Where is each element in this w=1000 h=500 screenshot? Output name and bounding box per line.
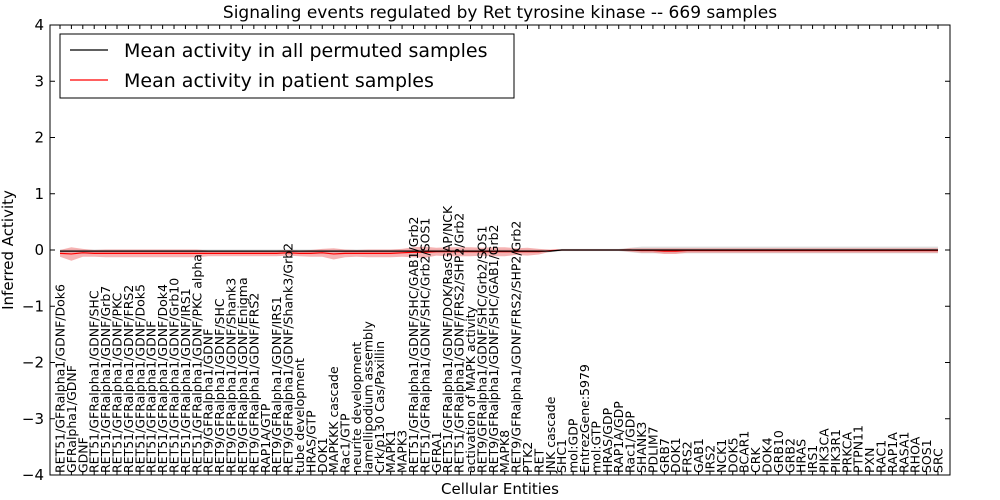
x-tick-label: RET51/GFRalpha1/GDNF/SHC/GAB1/Grb2 bbox=[406, 217, 421, 473]
x-tick-label: RET51/GFRalpha1/GDNF/IRS1 bbox=[178, 288, 193, 473]
x-tick-label: HRAS/GDP bbox=[600, 407, 615, 473]
y-tick-label: −2 bbox=[22, 354, 44, 372]
x-tick-label: mol:GTP bbox=[588, 421, 603, 473]
plot-area bbox=[59, 246, 938, 261]
x-tick-label: SRC bbox=[931, 448, 946, 473]
x-tick-label: BCAR1 bbox=[737, 431, 752, 473]
x-tick-label: DOK1 bbox=[315, 437, 330, 473]
y-tick-label: 2 bbox=[34, 129, 44, 147]
x-tick-label: MAPKKK cascade bbox=[326, 366, 341, 473]
legend-label-patient: Mean activity in patient samples bbox=[124, 70, 434, 92]
x-tick-label: RET9/GFRalpha1/GDNF/SHC bbox=[212, 298, 227, 473]
x-tick-label: RET9/GFRalpha1/GDNF/SHC/Grb2/SOS1 bbox=[474, 226, 489, 473]
x-tick-label: IRS1 bbox=[805, 445, 820, 473]
legend: Mean activity in all permuted samples Me… bbox=[59, 33, 515, 99]
x-tick-label: DOK1 bbox=[668, 437, 683, 473]
x-tick-label: GAB1 bbox=[691, 438, 706, 473]
x-tick-label: RHOA bbox=[908, 436, 923, 473]
x-tick-label: RAP1A/GTP bbox=[258, 403, 273, 473]
x-tick-label: Rac1/GTP bbox=[338, 413, 353, 473]
x-tick-label: lamellipodium assembly bbox=[360, 321, 375, 473]
x-tick-label: RET51/GFRalpha1/GDNF/PKC alpha bbox=[189, 254, 204, 473]
x-tick-label: DOK5 bbox=[725, 437, 740, 473]
x-tick-label: RET9/GFRalpha1/GDNF/IRS1 bbox=[269, 296, 284, 473]
x-tick-label: RET9/GFRalpha1/GDNF/Enigma bbox=[235, 277, 250, 473]
x-tick-label: GRB7 bbox=[657, 438, 672, 473]
x-tick-label: RET51/GFRalpha1/GDNF/Dok5 bbox=[132, 284, 147, 473]
x-tick-label: RET9/GFRalpha1/GDNF/SHC/GAB1/Grb2 bbox=[486, 224, 501, 473]
x-tick-labels: RET51/GFRalpha1/GDNF/Dok6GFRalpha1/GDNFG… bbox=[53, 25, 946, 475]
x-tick-label: NCK1 bbox=[714, 439, 729, 473]
x-tick-label: RET9/GFRalpha1/GDNF/FRS2/SHP2/Grb2 bbox=[509, 221, 524, 473]
y-tick-label: 4 bbox=[34, 16, 44, 34]
x-tick-label: GRB10 bbox=[771, 430, 786, 473]
x-tick-label: SHC1 bbox=[554, 439, 569, 473]
x-tick-label: Crk/p130 Cas/Paxillin bbox=[372, 341, 387, 473]
x-tick-label: MAPK1 bbox=[383, 430, 398, 473]
x-tick-label: GRB2 bbox=[782, 438, 797, 473]
x-tick-label: RET bbox=[531, 448, 546, 473]
x-tick-label: neurite development bbox=[349, 342, 364, 473]
y-axis: −4 −3 −2 −1 0 1 2 3 4 bbox=[22, 16, 950, 484]
x-tick-label: activation of MAPK activity bbox=[463, 305, 478, 473]
x-tick-label: RAP1A bbox=[885, 432, 900, 473]
x-tick-label: HRAS/GTP bbox=[303, 410, 318, 473]
x-tick-label: PTPN11 bbox=[851, 425, 866, 473]
x-tick-label: mol:GDP bbox=[566, 418, 581, 473]
y-tick-label: −4 bbox=[22, 466, 44, 484]
x-tick-label: MAPK3 bbox=[395, 430, 410, 473]
legend-box bbox=[59, 33, 515, 99]
x-tick-label: FRS2 bbox=[680, 441, 695, 473]
x-tick-label: DOK4 bbox=[759, 437, 774, 473]
x-tick-label: PTK2 bbox=[520, 442, 535, 473]
x-tick-label: RET9/GFRalpha1/GDNF/Shank3/Grb2 bbox=[281, 243, 296, 473]
x-tick-label: HRAS bbox=[794, 439, 809, 473]
x-tick-label: RET51/GFRalpha1/GDNF bbox=[144, 321, 159, 473]
y-tick-label: −3 bbox=[22, 410, 44, 428]
x-tick-label: EntrezGene:5979 bbox=[577, 364, 592, 473]
x-tick-label: GFRalpha1/GDNF bbox=[64, 365, 79, 473]
chart-title: Signaling events regulated by Ret tyrosi… bbox=[223, 3, 777, 23]
x-tick-label: RASA1 bbox=[896, 432, 911, 473]
x-tick-label: SHANK3 bbox=[634, 422, 649, 473]
x-tick-label: MAPK8 bbox=[497, 430, 512, 473]
x-tick-label: RET51/GFRalpha1/GDNF/PKC bbox=[110, 292, 125, 473]
x-tick-label: PDLIM7 bbox=[645, 426, 660, 473]
series-line-permuted bbox=[60, 249, 938, 252]
x-tick-label: RET9/GFRalpha1/GDNF bbox=[201, 329, 216, 473]
x-tick-label: RET51/GFRalpha1/GDNF/Dok4 bbox=[155, 284, 170, 473]
x-tick-label: RET51/GFRalpha1/GDNF/SHC bbox=[87, 290, 102, 473]
x-tick-label: Rac1/GDP bbox=[623, 411, 638, 473]
x-tick-label: GDNF bbox=[75, 437, 90, 473]
x-tick-label: RET9/GFRalpha1/GDNF/Shank3 bbox=[224, 278, 239, 473]
x-tick-label: RET51/GFRalpha1/GDNF/Dok6 bbox=[53, 284, 68, 473]
x-tick-label: PIK3CA bbox=[816, 428, 831, 473]
legend-label-permuted: Mean activity in all permuted samples bbox=[124, 40, 487, 62]
x-tick-label: SOS1 bbox=[919, 439, 934, 473]
y-axis-label: Inferred Activity bbox=[0, 190, 17, 310]
y-tick-label: −1 bbox=[22, 297, 44, 315]
x-tick-label: RET51/GFRalpha1/GDNF/FRS2 bbox=[121, 285, 136, 473]
x-tick-label: IRS2 bbox=[702, 445, 717, 473]
x-tick-label: RET51/GFRalpha1/GDNF/Grb10 bbox=[167, 278, 182, 473]
x-tick-label: RET9/GFRalpha1/GDNF/FRS2 bbox=[246, 293, 261, 473]
x-tick-label: RAP1A/GDP bbox=[611, 401, 626, 473]
x-tick-label: PIK3R1 bbox=[828, 429, 843, 473]
x-tick-label: tube development bbox=[292, 358, 307, 473]
x-tick-label: RET51/GFRalpha1/GDNF/Grb7 bbox=[98, 286, 113, 473]
x-tick-label: JNK cascade bbox=[543, 396, 558, 474]
x-tick-label: RET51/GFRalpha1/GDNF/DOK/RasGAP/NCK bbox=[440, 205, 455, 473]
x-tick-label: RAC1 bbox=[873, 440, 888, 473]
x-axis-label: Cellular Entities bbox=[441, 480, 559, 498]
x-tick-label: PRKCA bbox=[839, 432, 854, 473]
x-tick-label: RET51/GFRalpha1/GDNF/SHC/Grb2/SOS1 bbox=[417, 218, 432, 473]
x-tick-label: GFRA1 bbox=[429, 431, 444, 473]
x-tick-label: CRK bbox=[748, 447, 763, 473]
x-tick-label: RET51/GFRalpha1/GDNF/FRS2/SHP2/Grb2 bbox=[452, 213, 467, 473]
y-tick-label: 3 bbox=[34, 72, 44, 90]
y-tick-label: 1 bbox=[34, 185, 44, 203]
x-tick-label: PXN bbox=[862, 448, 877, 473]
y-tick-label: 0 bbox=[34, 241, 44, 259]
